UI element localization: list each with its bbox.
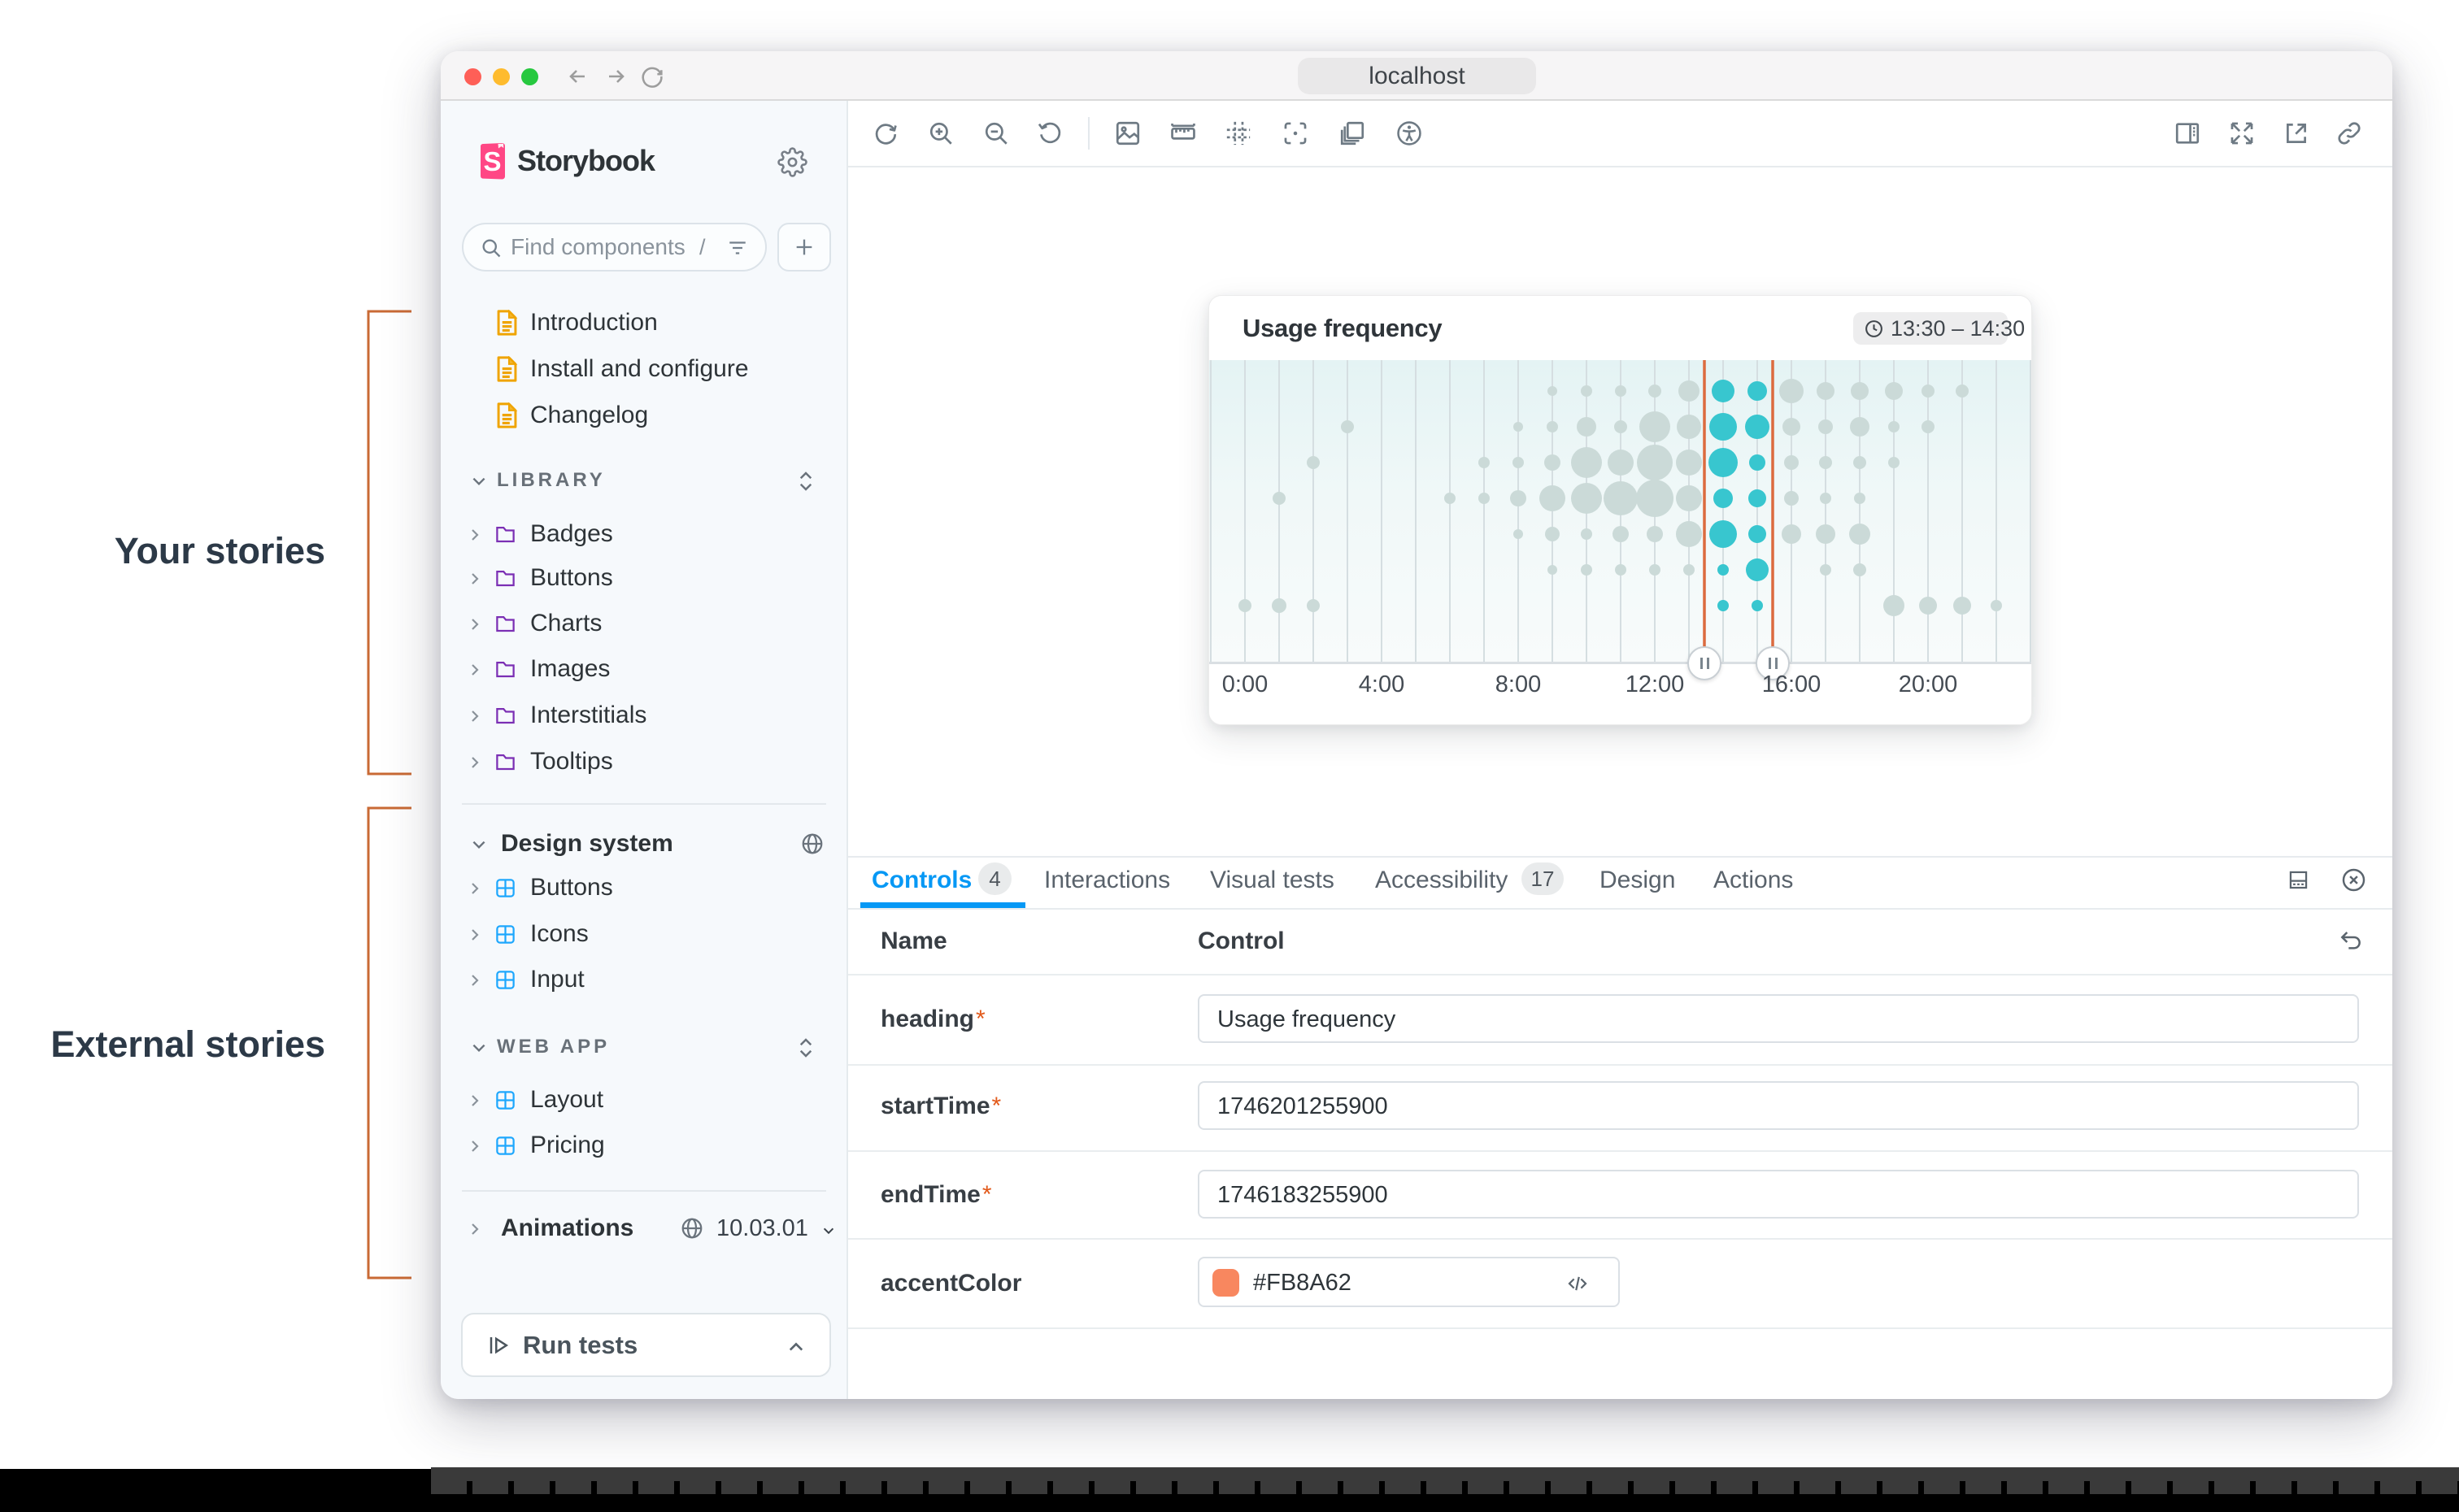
svg-text:S: S (483, 146, 501, 176)
